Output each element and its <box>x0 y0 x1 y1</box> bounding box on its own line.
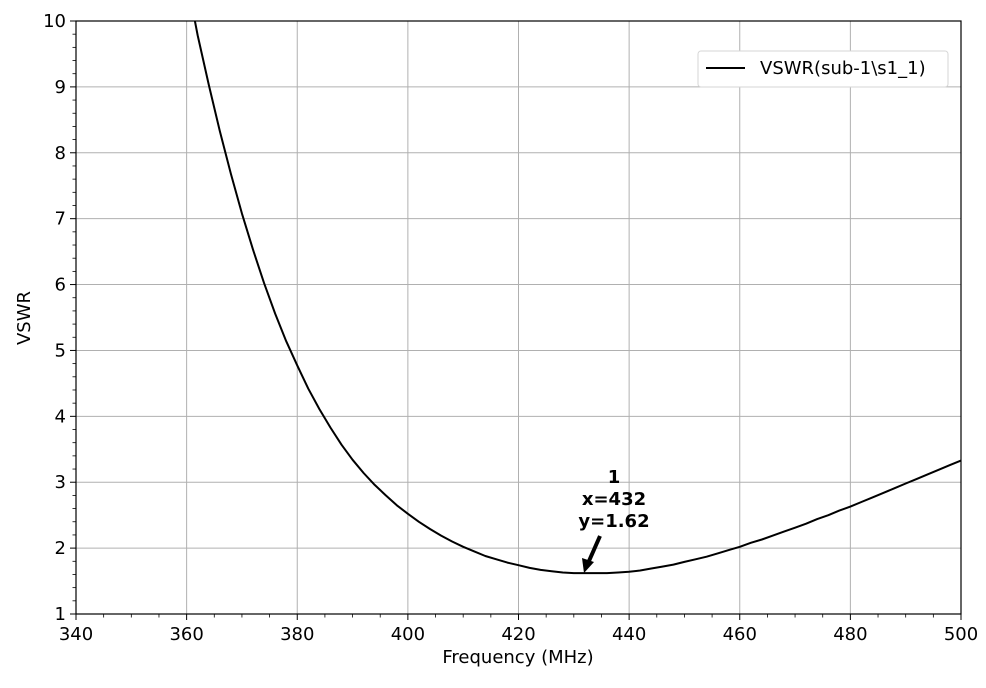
y-tick-label: 6 <box>55 275 66 296</box>
y-axis-label: VSWR <box>14 291 35 345</box>
plot-area <box>193 21 961 575</box>
x-tick-label: 340 <box>59 624 93 645</box>
annotation-x-value: x=432 <box>582 489 646 510</box>
y-tick-label: 2 <box>55 538 66 559</box>
legend-series-label: VSWR(sub-1\s1_1) <box>760 58 926 79</box>
grid <box>76 21 961 614</box>
y-tick-label: 3 <box>55 472 66 493</box>
major-ticks <box>70 20 962 620</box>
x-tick-label: 360 <box>169 624 203 645</box>
y-tick-label: 5 <box>55 340 66 361</box>
legend: VSWR(sub-1\s1_1) <box>697 50 949 88</box>
y-tick-label: 1 <box>55 604 66 625</box>
x-tick-label: 420 <box>501 624 535 645</box>
x-tick-label: 480 <box>833 624 867 645</box>
marker-annotation: 1 x=432 y=1.62 <box>578 467 650 573</box>
plot-frame <box>75 20 962 615</box>
annotation-y-value: y=1.62 <box>578 511 649 532</box>
x-tick-label: 460 <box>723 624 757 645</box>
y-tick-label: 4 <box>55 406 66 427</box>
y-tick-label: 7 <box>55 209 66 230</box>
y-tick-label: 10 <box>43 11 66 32</box>
annotation-marker-id: 1 <box>608 467 621 488</box>
legend-box <box>697 50 949 88</box>
x-axis-label: Frequency (MHz) <box>442 647 593 668</box>
annotation-arrow-head <box>582 558 594 573</box>
x-tick-label: 380 <box>280 624 314 645</box>
x-tick-label: 500 <box>944 624 978 645</box>
y-tick-labels: 1 2 3 4 5 6 7 8 9 10 <box>43 11 66 625</box>
x-tick-label: 400 <box>391 624 425 645</box>
annotation-arrow-shaft <box>587 535 602 562</box>
x-tick-label: 440 <box>612 624 646 645</box>
vswr-series-line <box>193 21 961 575</box>
y-tick-label: 8 <box>55 143 66 164</box>
y-tick-label: 9 <box>55 77 66 98</box>
x-tick-labels: 340 360 380 400 420 440 460 480 500 <box>59 624 978 645</box>
